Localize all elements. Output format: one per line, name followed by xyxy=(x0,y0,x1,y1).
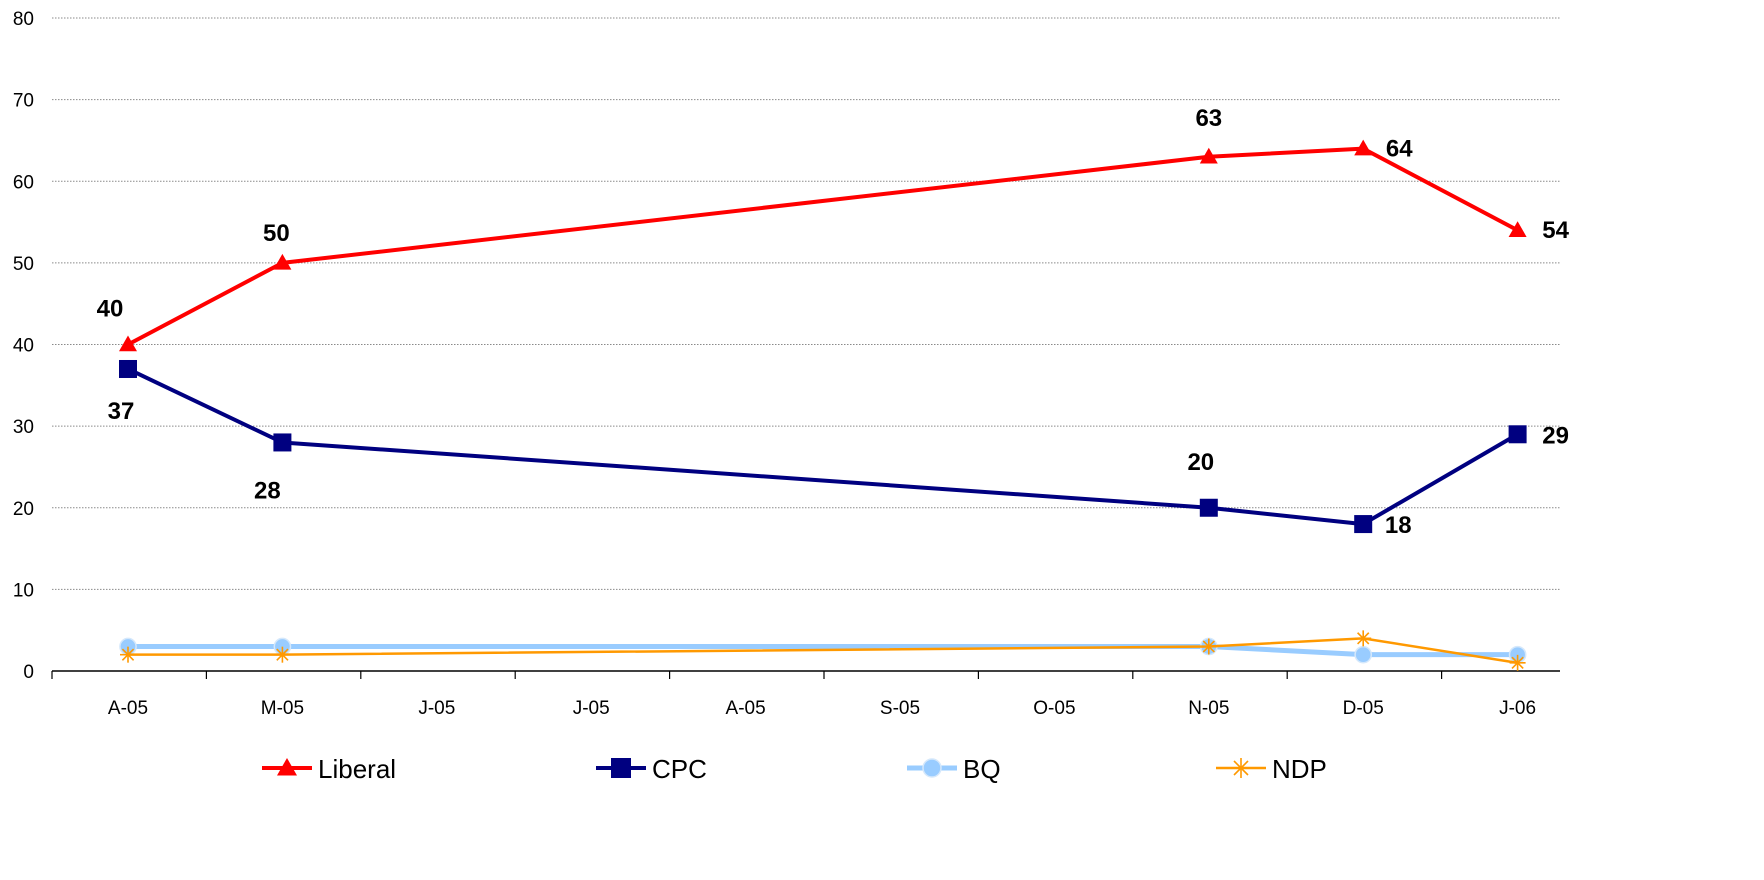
data-label-liberal: 40 xyxy=(97,296,124,323)
data-point-liberal xyxy=(1354,139,1373,156)
data-label-cpc: 18 xyxy=(1385,512,1412,539)
data-label-cpc: 20 xyxy=(1187,449,1214,476)
data-point-bq xyxy=(1354,645,1373,664)
data-label-liberal: 50 xyxy=(263,220,290,247)
x-tick-label: S-05 xyxy=(880,698,920,719)
y-tick-label: 20 xyxy=(13,499,34,520)
data-point-cpc xyxy=(273,433,292,452)
y-axis-ticks: 0 10 20 30 40 50 60 70 80 xyxy=(13,9,34,683)
legend-marker-cpc xyxy=(611,758,631,778)
x-tick-label: J-05 xyxy=(573,698,610,719)
x-tick-label: A-05 xyxy=(108,698,148,719)
legend-label: CPC xyxy=(652,754,707,784)
data-point-cpc xyxy=(1508,425,1527,444)
data-point-liberal xyxy=(1199,147,1218,164)
series-line-liberal xyxy=(127,146,1519,347)
legend-item-ndp: NDP xyxy=(1216,754,1327,784)
y-tick-label: 40 xyxy=(13,336,34,357)
legend-item-bq: BQ xyxy=(907,754,1001,784)
data-point-cpc xyxy=(1199,498,1218,517)
legend-item-cpc: CPC xyxy=(596,754,707,784)
data-point-ndp xyxy=(120,646,136,663)
data-label-cpc: 28 xyxy=(254,477,281,504)
series-liberal xyxy=(119,139,1527,352)
x-tick-label: A-05 xyxy=(726,698,766,719)
x-tick-label: D-05 xyxy=(1343,698,1384,719)
series-cpc xyxy=(119,359,1527,534)
legend-marker-ndp xyxy=(1231,758,1251,778)
data-point-ndp xyxy=(1200,638,1217,655)
x-tick-label: O-05 xyxy=(1033,698,1075,719)
gridlines xyxy=(52,17,1560,590)
legend-item-liberal: Liberal xyxy=(262,754,396,784)
x-tick-label: N-05 xyxy=(1188,698,1229,719)
x-tick-label: J-06 xyxy=(1499,698,1536,719)
y-tick-label: 0 xyxy=(23,662,34,683)
y-tick-label: 50 xyxy=(13,254,34,275)
x-tick-label: J-05 xyxy=(418,698,455,719)
data-labels: 40 50 63 64 54 37 28 20 18 29 xyxy=(97,105,1570,539)
y-tick-label: 10 xyxy=(13,580,34,601)
data-point-cpc xyxy=(1354,515,1373,534)
data-point-liberal xyxy=(119,335,137,352)
legend-label: BQ xyxy=(963,754,1001,784)
data-point-ndp xyxy=(1355,630,1372,647)
y-tick-label: 30 xyxy=(13,417,34,438)
data-point-liberal xyxy=(273,253,292,270)
series-lines xyxy=(119,139,1527,671)
legend-label: NDP xyxy=(1272,754,1327,784)
y-tick-label: 80 xyxy=(13,9,34,30)
series-ndp xyxy=(120,630,1526,671)
x-tick-label: M-05 xyxy=(261,698,304,719)
data-label-liberal: 64 xyxy=(1386,136,1413,163)
y-tick-label: 70 xyxy=(13,91,34,112)
data-point-cpc xyxy=(119,359,137,378)
series-line-cpc xyxy=(127,367,1519,527)
data-point-ndp xyxy=(274,646,291,663)
legend-marker-liberal xyxy=(277,758,297,776)
legend-label: Liberal xyxy=(318,754,396,784)
data-label-liberal: 54 xyxy=(1542,217,1569,244)
data-label-liberal: 63 xyxy=(1195,105,1222,132)
data-point-liberal xyxy=(1508,221,1527,237)
legend-marker-bq xyxy=(922,758,942,778)
data-point-ndp xyxy=(1509,654,1526,671)
legend: Liberal CPC BQ NDP xyxy=(262,754,1327,784)
data-label-cpc: 29 xyxy=(1542,422,1569,449)
x-axis: A-05 M-05 J-05 J-05 A-05 S-05 O-05 N-05 D-05 J-06 xyxy=(51,670,1560,719)
data-label-cpc: 37 xyxy=(108,398,135,425)
y-tick-label: 60 xyxy=(13,172,34,193)
